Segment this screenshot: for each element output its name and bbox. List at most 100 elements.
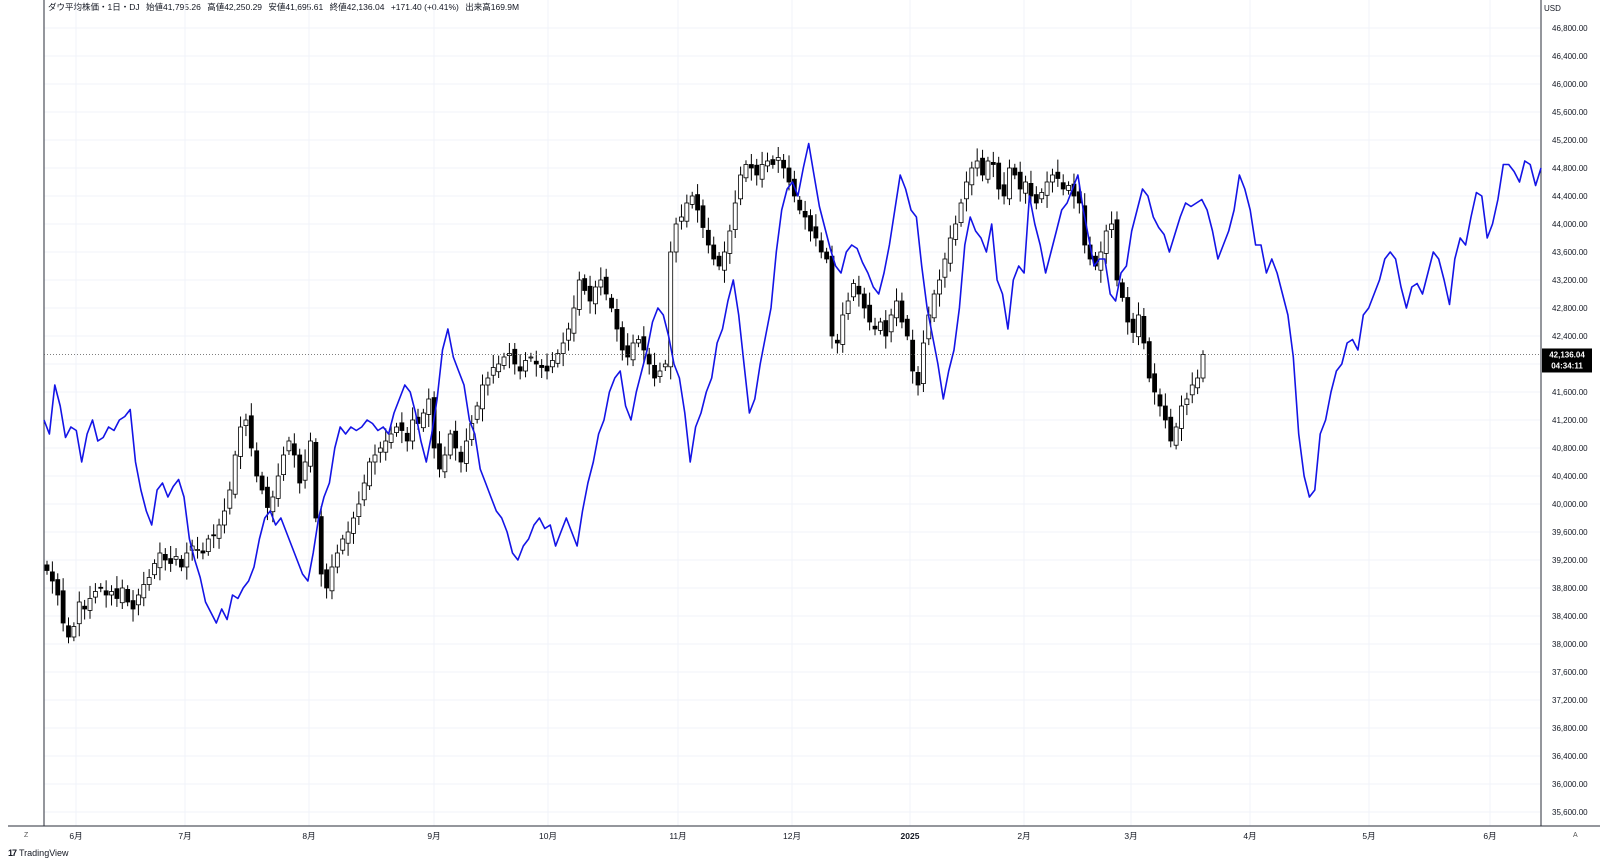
- candle: [523, 352, 528, 378]
- x-tick-label: 3月: [1124, 831, 1137, 841]
- candle-body: [765, 160, 770, 167]
- candle-body: [442, 454, 448, 473]
- candle-body: [1179, 405, 1184, 429]
- candle-body: [775, 157, 781, 161]
- auto-scale-button[interactable]: A: [1573, 832, 1578, 839]
- candle-body: [834, 339, 840, 344]
- candle-body: [1028, 182, 1034, 197]
- candle-body: [141, 584, 147, 599]
- candle: [1001, 172, 1007, 205]
- candle: [652, 352, 657, 387]
- candle: [942, 252, 948, 288]
- candle-body: [447, 433, 453, 456]
- candle-body: [1168, 416, 1174, 442]
- candle-body: [614, 308, 620, 330]
- candle: [1130, 312, 1136, 343]
- candle: [958, 198, 964, 227]
- candle: [426, 388, 432, 427]
- candle: [1071, 173, 1077, 209]
- candle-body: [571, 307, 577, 334]
- candle: [684, 194, 690, 228]
- candle: [1028, 170, 1034, 205]
- candle: [404, 427, 410, 452]
- y-tick-label: 43,200.00: [1552, 276, 1588, 285]
- grid: [44, 0, 1540, 826]
- candle: [517, 354, 523, 380]
- candle: [1136, 302, 1141, 346]
- candle: [480, 374, 485, 422]
- candle: [899, 292, 905, 329]
- candle-body: [372, 454, 378, 463]
- last-price-tag-bg: [1542, 348, 1592, 373]
- volume-value: 出来高169.9M: [465, 2, 520, 12]
- candle-body: [845, 300, 851, 315]
- x-tick-label: 11月: [669, 831, 686, 841]
- candle-body: [1098, 251, 1104, 271]
- candle-body: [1114, 219, 1120, 281]
- candle-body: [243, 419, 249, 426]
- candle: [367, 457, 373, 490]
- candle-body: [603, 276, 609, 295]
- candle-body: [582, 278, 588, 291]
- tradingview-branding[interactable]: 17 TradingView: [8, 848, 69, 858]
- candle-body: [71, 626, 77, 638]
- symbol-name[interactable]: ダウ平均株価・1日・DJ: [48, 2, 140, 12]
- candle: [265, 476, 270, 521]
- candle: [157, 542, 163, 581]
- candle: [705, 217, 711, 254]
- candle: [1033, 186, 1039, 210]
- candle: [657, 362, 663, 383]
- candle: [668, 241, 674, 380]
- candle: [765, 152, 770, 173]
- x-tick-label: 12月: [783, 831, 801, 841]
- candle-body: [399, 422, 405, 431]
- candle: [910, 329, 916, 384]
- candle: [834, 333, 840, 354]
- candle-body: [1050, 174, 1055, 183]
- candle-body: [394, 426, 399, 433]
- candle-body: [560, 342, 566, 354]
- candle: [168, 546, 174, 572]
- candle-body: [76, 601, 82, 625]
- candle-body: [463, 440, 469, 464]
- candle-body: [286, 440, 292, 452]
- candle-body: [458, 451, 464, 463]
- candle-body: [646, 353, 652, 365]
- candle: [162, 548, 168, 571]
- time-axis-zoom-button[interactable]: Z: [24, 832, 29, 839]
- candle-body: [248, 415, 254, 449]
- price-axis[interactable]: 35,600.00 36,000.00 36,400.00 36,800.00 37,2…: [1552, 24, 1588, 817]
- candle-body: [808, 215, 813, 232]
- candle: [587, 275, 593, 314]
- candle-body: [55, 579, 61, 596]
- candle: [1173, 422, 1179, 450]
- candle-body: [1023, 181, 1028, 194]
- candle-body: [625, 345, 631, 358]
- symbol-header: ダウ平均株価・1日・DJ 始値41,795.26 高値42,250.29 安値4…: [48, 2, 523, 12]
- time-axis[interactable]: 6月 7月 8月 9月 10月 11月 12月 2025 2月 3月 4月 5月 6月: [69, 831, 1496, 841]
- y-tick-label: 35,600.00: [1552, 808, 1588, 817]
- candle: [297, 448, 303, 494]
- candle: [66, 617, 71, 644]
- candle-body: [974, 160, 980, 169]
- candle: [533, 350, 539, 377]
- currency-label[interactable]: USD: [1544, 4, 1561, 13]
- candle-body: [980, 157, 985, 176]
- candle: [662, 359, 668, 371]
- candle: [141, 571, 147, 607]
- candle: [625, 333, 631, 366]
- y-tick-label: 40,400.00: [1552, 472, 1588, 481]
- candle: [130, 590, 136, 622]
- candle: [1184, 392, 1190, 416]
- candle-body: [114, 588, 120, 599]
- candle-body: [722, 251, 727, 271]
- change-value: +171.40 (+0.41%): [390, 2, 459, 12]
- candle: [227, 481, 233, 515]
- candle: [1039, 188, 1045, 203]
- candle-body: [173, 556, 179, 560]
- candle-body: [985, 160, 991, 180]
- candle: [238, 416, 243, 469]
- candle-body: [1136, 314, 1141, 338]
- candle-body: [136, 594, 141, 606]
